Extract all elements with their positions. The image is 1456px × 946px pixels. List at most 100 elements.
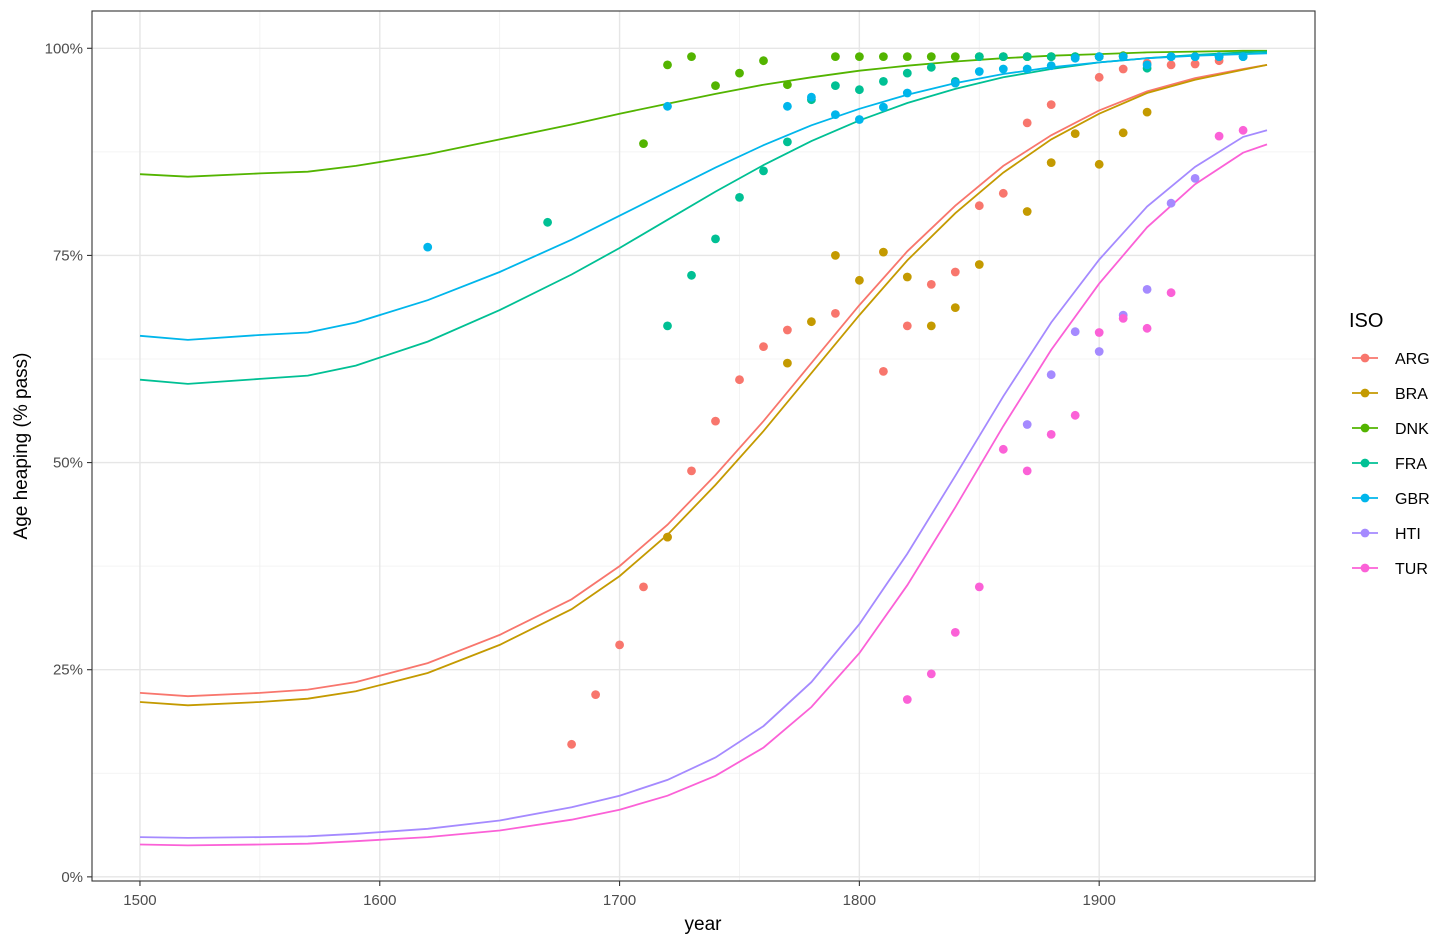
legend-item-arg: ARG — [1352, 351, 1430, 368]
x-axis-title: year — [685, 914, 723, 935]
data-point-fra — [663, 321, 672, 331]
data-point-gbr — [1094, 52, 1104, 61]
data-point-tur — [950, 628, 960, 637]
data-point-fra — [711, 234, 720, 244]
data-point-tur — [974, 582, 984, 592]
data-point-bra — [663, 532, 672, 542]
plot-border — [91, 10, 1316, 882]
data-point-bra — [879, 247, 888, 257]
y-tick-label: 25% — [53, 662, 83, 679]
legend-key-point — [1360, 528, 1370, 538]
data-point-hti — [1190, 174, 1200, 183]
x-tick-label: 1900 — [1082, 892, 1115, 909]
data-point-hti — [1022, 420, 1032, 429]
data-point-fra — [831, 81, 840, 90]
fit-line-dnk — [139, 49, 1267, 178]
data-point-arg — [591, 690, 600, 699]
legend-key-point — [1360, 388, 1370, 398]
data-point-hti — [1070, 327, 1080, 337]
data-point-tur — [1166, 288, 1176, 298]
legend-item-gbr: GBR — [1352, 491, 1430, 508]
data-point-gbr — [1022, 64, 1032, 74]
data-point-gbr — [783, 101, 792, 111]
data-point-arg — [1166, 60, 1176, 70]
legend-label: HTI — [1395, 526, 1421, 543]
y-tick-label: 100% — [45, 40, 83, 57]
data-point-fra — [926, 62, 936, 72]
legend-key-point — [1360, 458, 1370, 468]
legend-item-hti: HTI — [1352, 526, 1421, 543]
data-point-dnk — [735, 68, 744, 78]
data-point-dnk — [926, 52, 936, 61]
plot-panel — [92, 11, 1315, 881]
data-point-fra — [783, 137, 792, 147]
data-point-gbr — [1238, 52, 1248, 61]
legend-key-point — [1360, 423, 1370, 433]
data-point-gbr — [831, 110, 840, 119]
data-point-dnk — [950, 52, 960, 61]
data-point-dnk — [855, 52, 864, 61]
data-point-hti — [1046, 370, 1056, 380]
data-point-fra — [687, 270, 696, 280]
fit-line-hti — [139, 129, 1268, 839]
data-point-arg — [687, 466, 696, 476]
y-tick-label: 50% — [53, 455, 83, 472]
data-point-fra — [759, 166, 768, 176]
data-point-arg — [759, 342, 768, 351]
data-point-arg — [783, 325, 792, 335]
data-point-gbr — [1046, 61, 1056, 71]
data-point-arg — [1046, 100, 1056, 109]
data-point-bra — [1142, 107, 1152, 117]
legend-key-point — [1360, 493, 1370, 503]
data-point-bra — [1046, 158, 1056, 168]
y-tick-label: 75% — [53, 247, 83, 264]
data-point-gbr — [1070, 53, 1080, 63]
data-point-arg — [902, 321, 912, 331]
data-points — [423, 51, 1248, 749]
data-point-hti — [1166, 198, 1176, 208]
data-point-fra — [543, 217, 552, 227]
data-point-gbr — [902, 88, 912, 98]
data-point-arg — [831, 309, 840, 318]
data-point-fra — [1022, 52, 1032, 61]
data-point-hti — [1094, 347, 1104, 356]
data-point-tur — [1118, 314, 1128, 323]
data-point-tur — [1238, 125, 1248, 135]
legend-label: DNK — [1395, 421, 1429, 438]
data-point-dnk — [687, 52, 696, 61]
data-point-gbr — [1166, 52, 1176, 61]
legend: ISO ARG BRA DNK FRA GBR HTI TUR — [1349, 310, 1430, 578]
major-gridlines — [92, 11, 1315, 881]
data-point-arg — [735, 375, 744, 385]
legend-key-point — [1360, 353, 1370, 363]
data-point-dnk — [831, 52, 840, 61]
data-point-tur — [926, 669, 936, 679]
data-point-arg — [998, 188, 1008, 198]
data-point-arg — [950, 267, 960, 277]
fit-line-arg — [139, 64, 1268, 698]
data-point-fra — [974, 52, 984, 61]
data-point-arg — [1094, 72, 1104, 82]
data-point-bra — [902, 272, 912, 282]
data-point-bra — [974, 260, 984, 269]
fit-line-gbr — [139, 52, 1268, 341]
data-point-arg — [639, 582, 648, 592]
fit-line-tur — [139, 143, 1268, 847]
data-point-arg — [1118, 64, 1128, 74]
x-tick-label: 1800 — [843, 892, 876, 909]
data-point-bra — [783, 358, 792, 368]
legend-label: TUR — [1395, 561, 1428, 578]
data-point-bra — [1070, 129, 1080, 139]
data-point-tur — [1022, 466, 1032, 476]
y-tick-label: 0% — [61, 869, 83, 886]
fit-line-bra — [139, 64, 1268, 707]
data-point-bra — [855, 275, 864, 285]
data-point-bra — [1118, 128, 1128, 138]
legend-key-point — [1360, 563, 1370, 573]
data-point-dnk — [663, 60, 672, 70]
data-point-arg — [974, 201, 984, 211]
data-point-arg — [1190, 59, 1200, 69]
y-axis: 0% 25% 50% 75% 100% — [45, 40, 92, 886]
data-point-dnk — [902, 52, 912, 61]
data-point-fra — [998, 52, 1008, 61]
